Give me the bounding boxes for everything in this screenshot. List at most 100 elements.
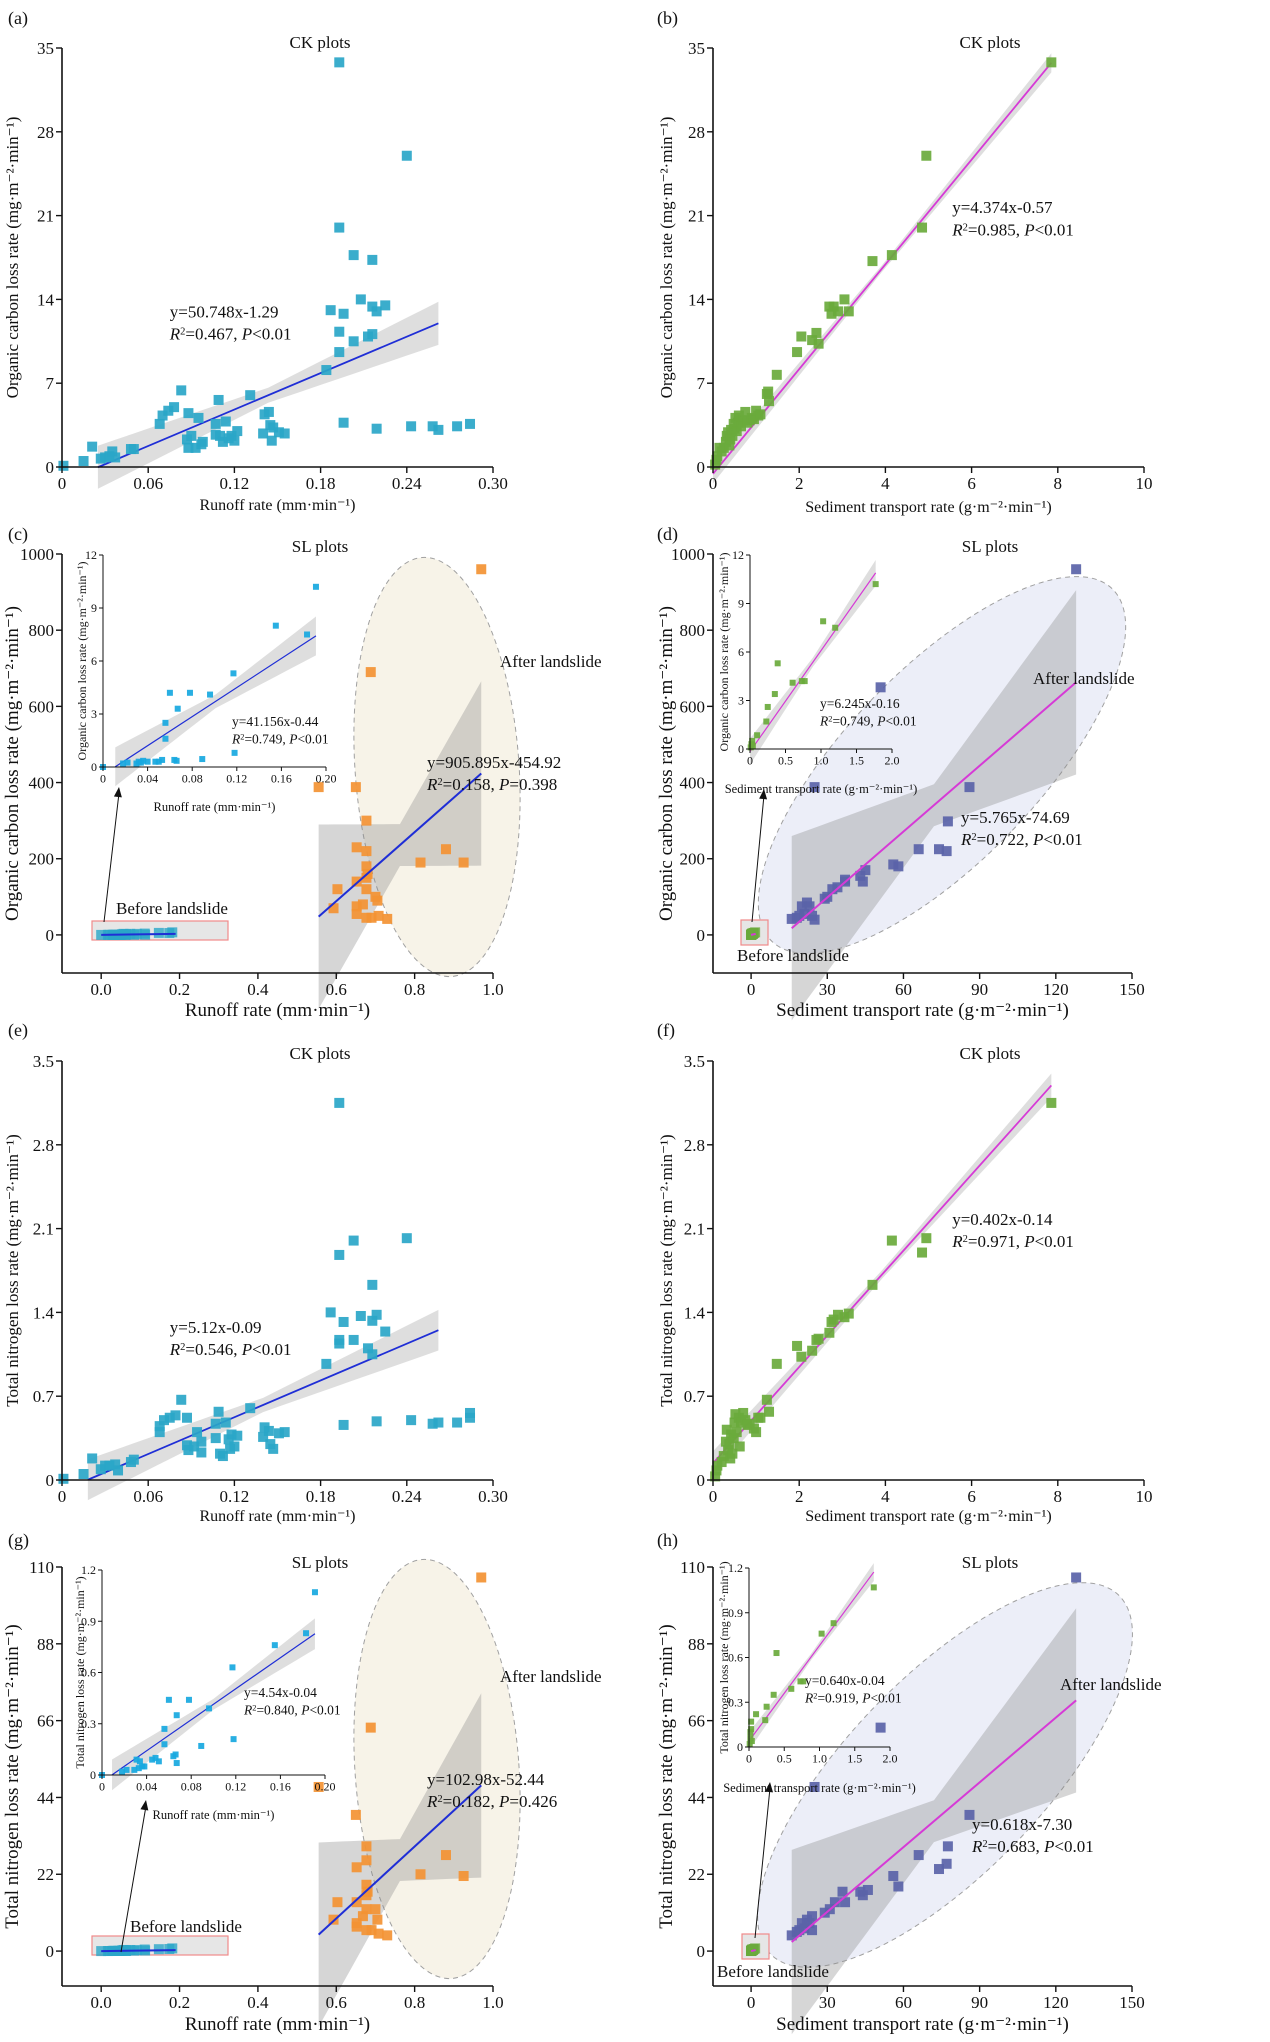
after-landslide-data-point [332, 1897, 343, 1908]
y-tick-label: 22 [688, 1865, 705, 1884]
inset-data-point [124, 759, 131, 766]
inset-x-axis-label: Runoff rate (mm·min⁻¹) [154, 800, 276, 814]
data-point [273, 1428, 284, 1439]
y-tick-label: 35 [37, 39, 54, 58]
after-landslide-ellipse [757, 1582, 1133, 1968]
data-point [154, 1427, 165, 1438]
inset-data-point [754, 732, 761, 739]
x-tick-label: 30 [819, 980, 836, 999]
after-landslide-data-point [809, 1781, 820, 1792]
x-tick-label: 10 [1136, 474, 1153, 493]
inset-data-point [311, 1589, 318, 1596]
data-point [433, 1417, 444, 1428]
panel-label: (d) [657, 524, 678, 545]
after-landslide-data-point [351, 1862, 362, 1873]
y-axis-label: Total nitrogen loss rate (mg·m⁻²·min⁻¹) [656, 1624, 677, 1929]
after-landslide-data-point [372, 1914, 383, 1925]
after-landslide-data-point [832, 882, 843, 893]
after-landslide-data-point [415, 1869, 426, 1880]
after-landslide-data-point [862, 1884, 873, 1895]
data-point [401, 150, 412, 161]
after-landslide-data-point [328, 903, 339, 914]
y-tick-label: 600 [680, 697, 706, 716]
after-landslide-data-point [893, 1881, 904, 1892]
after-landslide-data-point [365, 1722, 376, 1733]
inset-data-point [789, 679, 796, 686]
inset-data-point [136, 1758, 143, 1765]
inset-x-tick-label: 0.08 [182, 771, 203, 785]
after-landslide-data-point [875, 1722, 886, 1733]
y-axis-label: Total nitrogen loss rate (mg·m⁻²·min⁻¹) [2, 1624, 23, 1929]
data-point [839, 294, 850, 305]
y-tick-label: 0 [46, 458, 55, 477]
data-point [921, 150, 932, 161]
before-landslide-data-point [750, 927, 761, 938]
x-tick-label: 0.30 [478, 1487, 508, 1506]
inset-data-point [174, 705, 181, 712]
after-landslide-data-point [809, 782, 820, 793]
inset-y-tick-label: 0 [91, 760, 97, 774]
inset-y-tick-label: 0 [738, 742, 744, 756]
data-point [334, 347, 345, 358]
data-point [176, 385, 187, 396]
zoom-arrow [120, 1805, 147, 1953]
inset-x-axis-label: Sediment transport rate (g·m⁻²·min⁻¹) [725, 782, 918, 796]
data-point [215, 430, 226, 441]
inset-data-point [144, 758, 151, 765]
x-tick-label: 0.24 [392, 474, 422, 493]
data-point [355, 1310, 366, 1321]
after-landslide-data-point [366, 1925, 377, 1936]
x-tick-label: 0 [747, 1993, 756, 2012]
data-point [813, 1333, 824, 1344]
data-point [220, 416, 231, 427]
inset-data-point [830, 1620, 837, 1627]
inset-regression-stats: R2=0.749, P<0.01 [231, 732, 329, 747]
data-point [263, 1425, 274, 1436]
data-point [338, 1419, 349, 1430]
x-tick-label: 0.18 [306, 474, 336, 493]
data-point [217, 1451, 228, 1462]
data-point [181, 1412, 192, 1423]
data-point [380, 1326, 391, 1337]
inset-data-point [131, 1766, 138, 1773]
data-point [154, 1421, 165, 1432]
after-landslide-data-point [794, 1925, 805, 1936]
x-tick-label: 6 [967, 474, 976, 493]
inset-data-point [162, 719, 169, 726]
inset-y-tick-label: 12 [732, 548, 744, 562]
after-landslide-data-point [857, 876, 868, 887]
data-point [718, 442, 729, 453]
after-landslide-data-point [440, 1850, 451, 1861]
x-axis-label: Sediment transport rate (g·m⁻²·min⁻¹) [776, 2014, 1069, 2035]
data-point [371, 1309, 382, 1320]
y-tick-label: 1.4 [33, 1303, 55, 1322]
x-axis-label: Runoff rate (mm·min⁻¹) [199, 497, 355, 514]
after-landslide-data-point [382, 1930, 393, 1941]
data-point [867, 256, 878, 267]
after-landslide-data-point [819, 1907, 830, 1918]
inset-regression-stats: R2=0.919, P<0.01 [804, 1691, 902, 1706]
data-point [334, 1097, 345, 1108]
after-landslide-data-point [351, 876, 362, 887]
after-landslide-data-point [365, 667, 376, 678]
y-tick-label: 0 [697, 1942, 706, 1961]
after-landslide-ellipse [353, 556, 521, 978]
inset-x-tick-label: 0.5 [777, 1751, 792, 1765]
data-point [348, 250, 359, 261]
y-tick-label: 44 [688, 1788, 706, 1807]
inset-y-axis-label: Total nitrogen loss rate (mg·m⁻²·min⁻¹) [73, 1576, 87, 1768]
inset-y-tick-label: 3 [91, 707, 97, 721]
inset-data-point [764, 703, 771, 710]
after-landslide-regression-line [791, 681, 1077, 929]
panel-g: (g) SL plots y=102.98x-52.44 R2=0.182, P=0.… [2, 1530, 602, 2035]
regression-equation: y=5.12x-0.09 [170, 1318, 262, 1337]
inset-x-axis-label: Sediment transport rate (g·m⁻²·min⁻¹) [723, 1781, 916, 1795]
data-point [728, 1433, 739, 1444]
data-point [325, 1307, 336, 1318]
inset-y-tick-label: 0.9 [81, 1614, 96, 1628]
after-landslide-data-point [1071, 1572, 1082, 1583]
panel-e: (e) CK plots y=5.12x-0.09 R2=0.546, P<0.01 0… [3, 1020, 508, 1525]
x-tick-label: 6 [967, 1487, 976, 1506]
after-landslide-data-point [350, 1809, 361, 1820]
inset-data-point [774, 660, 781, 667]
